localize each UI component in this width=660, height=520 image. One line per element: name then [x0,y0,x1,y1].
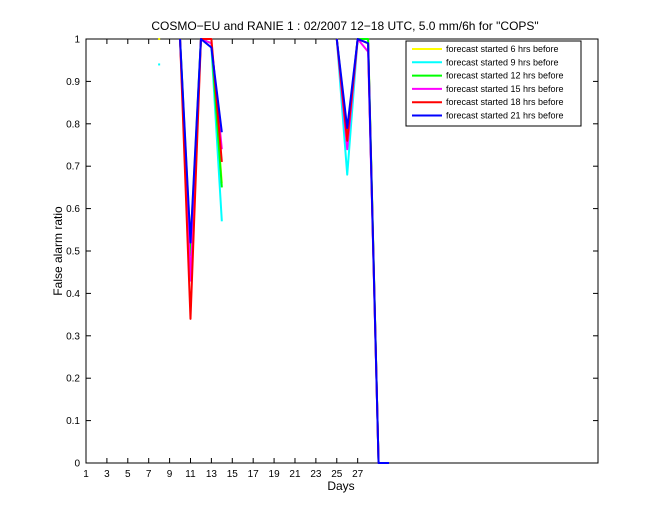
y-tick-label: 0.8 [66,119,80,130]
legend-box [405,40,582,127]
series-line-forecast-started-21-hrs-before [335,38,390,464]
legend-label: forecast started 18 hrs before [446,97,564,107]
y-tick-label: 0.5 [66,247,80,258]
y-axis: 0 0.1 0.2 0.3 0.4 0.5 0.6 0.7 0.8 0.9 1 [66,35,598,470]
x-tick-label: 27 [352,469,364,480]
y-tick-label: 0.6 [66,204,80,215]
y-tick-label: 0.4 [66,289,80,300]
x-tick-label: 9 [167,469,173,480]
legend-label: forecast started 6 hrs before [446,44,559,54]
x-tick-label: 25 [331,469,343,480]
x-tick-label: 19 [269,469,281,480]
y-tick-label: 0.7 [66,162,80,173]
x-tick-label: 13 [206,469,218,480]
y-axis-label: False alarm ratio [51,206,65,296]
legend: forecast started 6 hrs before forecast st… [405,40,582,127]
x-tick-label: 1 [83,469,89,480]
x-tick-label: 23 [310,469,322,480]
y-tick-label: 0.3 [66,331,80,342]
x-tick-label: 21 [289,469,301,480]
x-axis-label: Days [327,479,354,493]
x-tick-label: 15 [227,469,239,480]
x-axis: 1 3 5 7 9 11 13 15 17 19 21 23 25 27 [83,39,364,480]
x-tick-label: 7 [146,469,152,480]
x-tick-label: 5 [125,469,131,480]
x-tick-label: 17 [248,469,260,480]
x-tick-label: 11 [185,469,196,480]
y-tick-label: 0.2 [66,374,80,385]
y-tick-label: 0.9 [66,77,80,88]
x-tick-label: 3 [104,469,110,480]
legend-label: forecast started 9 hrs before [446,57,559,67]
y-tick-label: 0.1 [66,416,80,427]
y-tick-label: 0 [74,459,80,470]
series-line-forecast-started-21-hrs-before [179,38,223,244]
chart-title: COSMO−EU and RANIE 1 : 02/2007 12−18 UTC… [151,19,538,33]
y-tick-label: 1 [74,35,80,46]
series-layer [158,38,390,464]
legend-label: forecast started 21 hrs before [446,111,564,121]
legend-label: forecast started 12 hrs before [446,71,564,81]
legend-label: forecast started 15 hrs before [446,84,564,94]
